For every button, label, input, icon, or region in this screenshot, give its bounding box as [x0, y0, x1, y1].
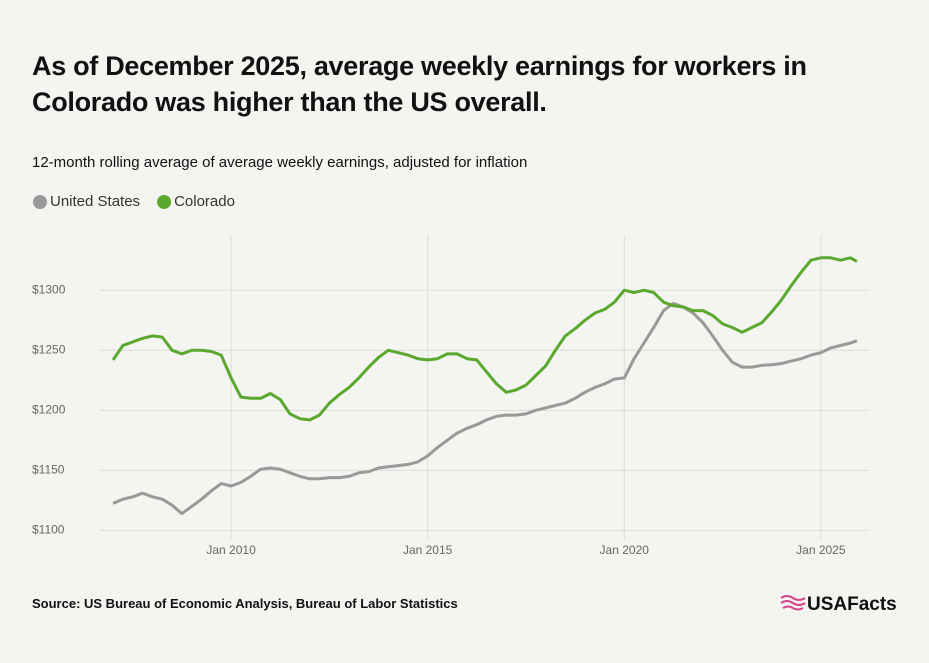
- y-tick-label: $1200: [32, 402, 66, 416]
- series-line: [112, 301, 858, 516]
- x-tick-label: Jan 2020: [600, 543, 650, 557]
- logo-text: USAFacts: [807, 594, 897, 615]
- y-tick-label: $1300: [32, 282, 66, 296]
- chart-subtitle: 12-month rolling average of average week…: [32, 154, 528, 171]
- logo: USAFacts: [780, 594, 897, 615]
- series-line: [111, 256, 858, 422]
- x-tick-label: Jan 2010: [206, 543, 256, 557]
- legend-label: Colorado: [174, 193, 235, 210]
- logo-icon: [780, 595, 806, 611]
- y-tick-label: $1150: [32, 463, 65, 477]
- y-tick-label: $1100: [32, 523, 65, 537]
- legend-swatch: [33, 195, 47, 209]
- x-tick-label: Jan 2025: [796, 543, 846, 557]
- y-tick-label: $1250: [32, 342, 66, 356]
- legend-swatch: [157, 195, 172, 209]
- chart-title: As of December 2025, average weekly earn…: [32, 51, 807, 117]
- legend-label: United States: [50, 193, 140, 210]
- source-note: Source: US Bureau of Economic Analysis, …: [32, 596, 458, 611]
- x-tick-label: Jan 2015: [403, 543, 453, 557]
